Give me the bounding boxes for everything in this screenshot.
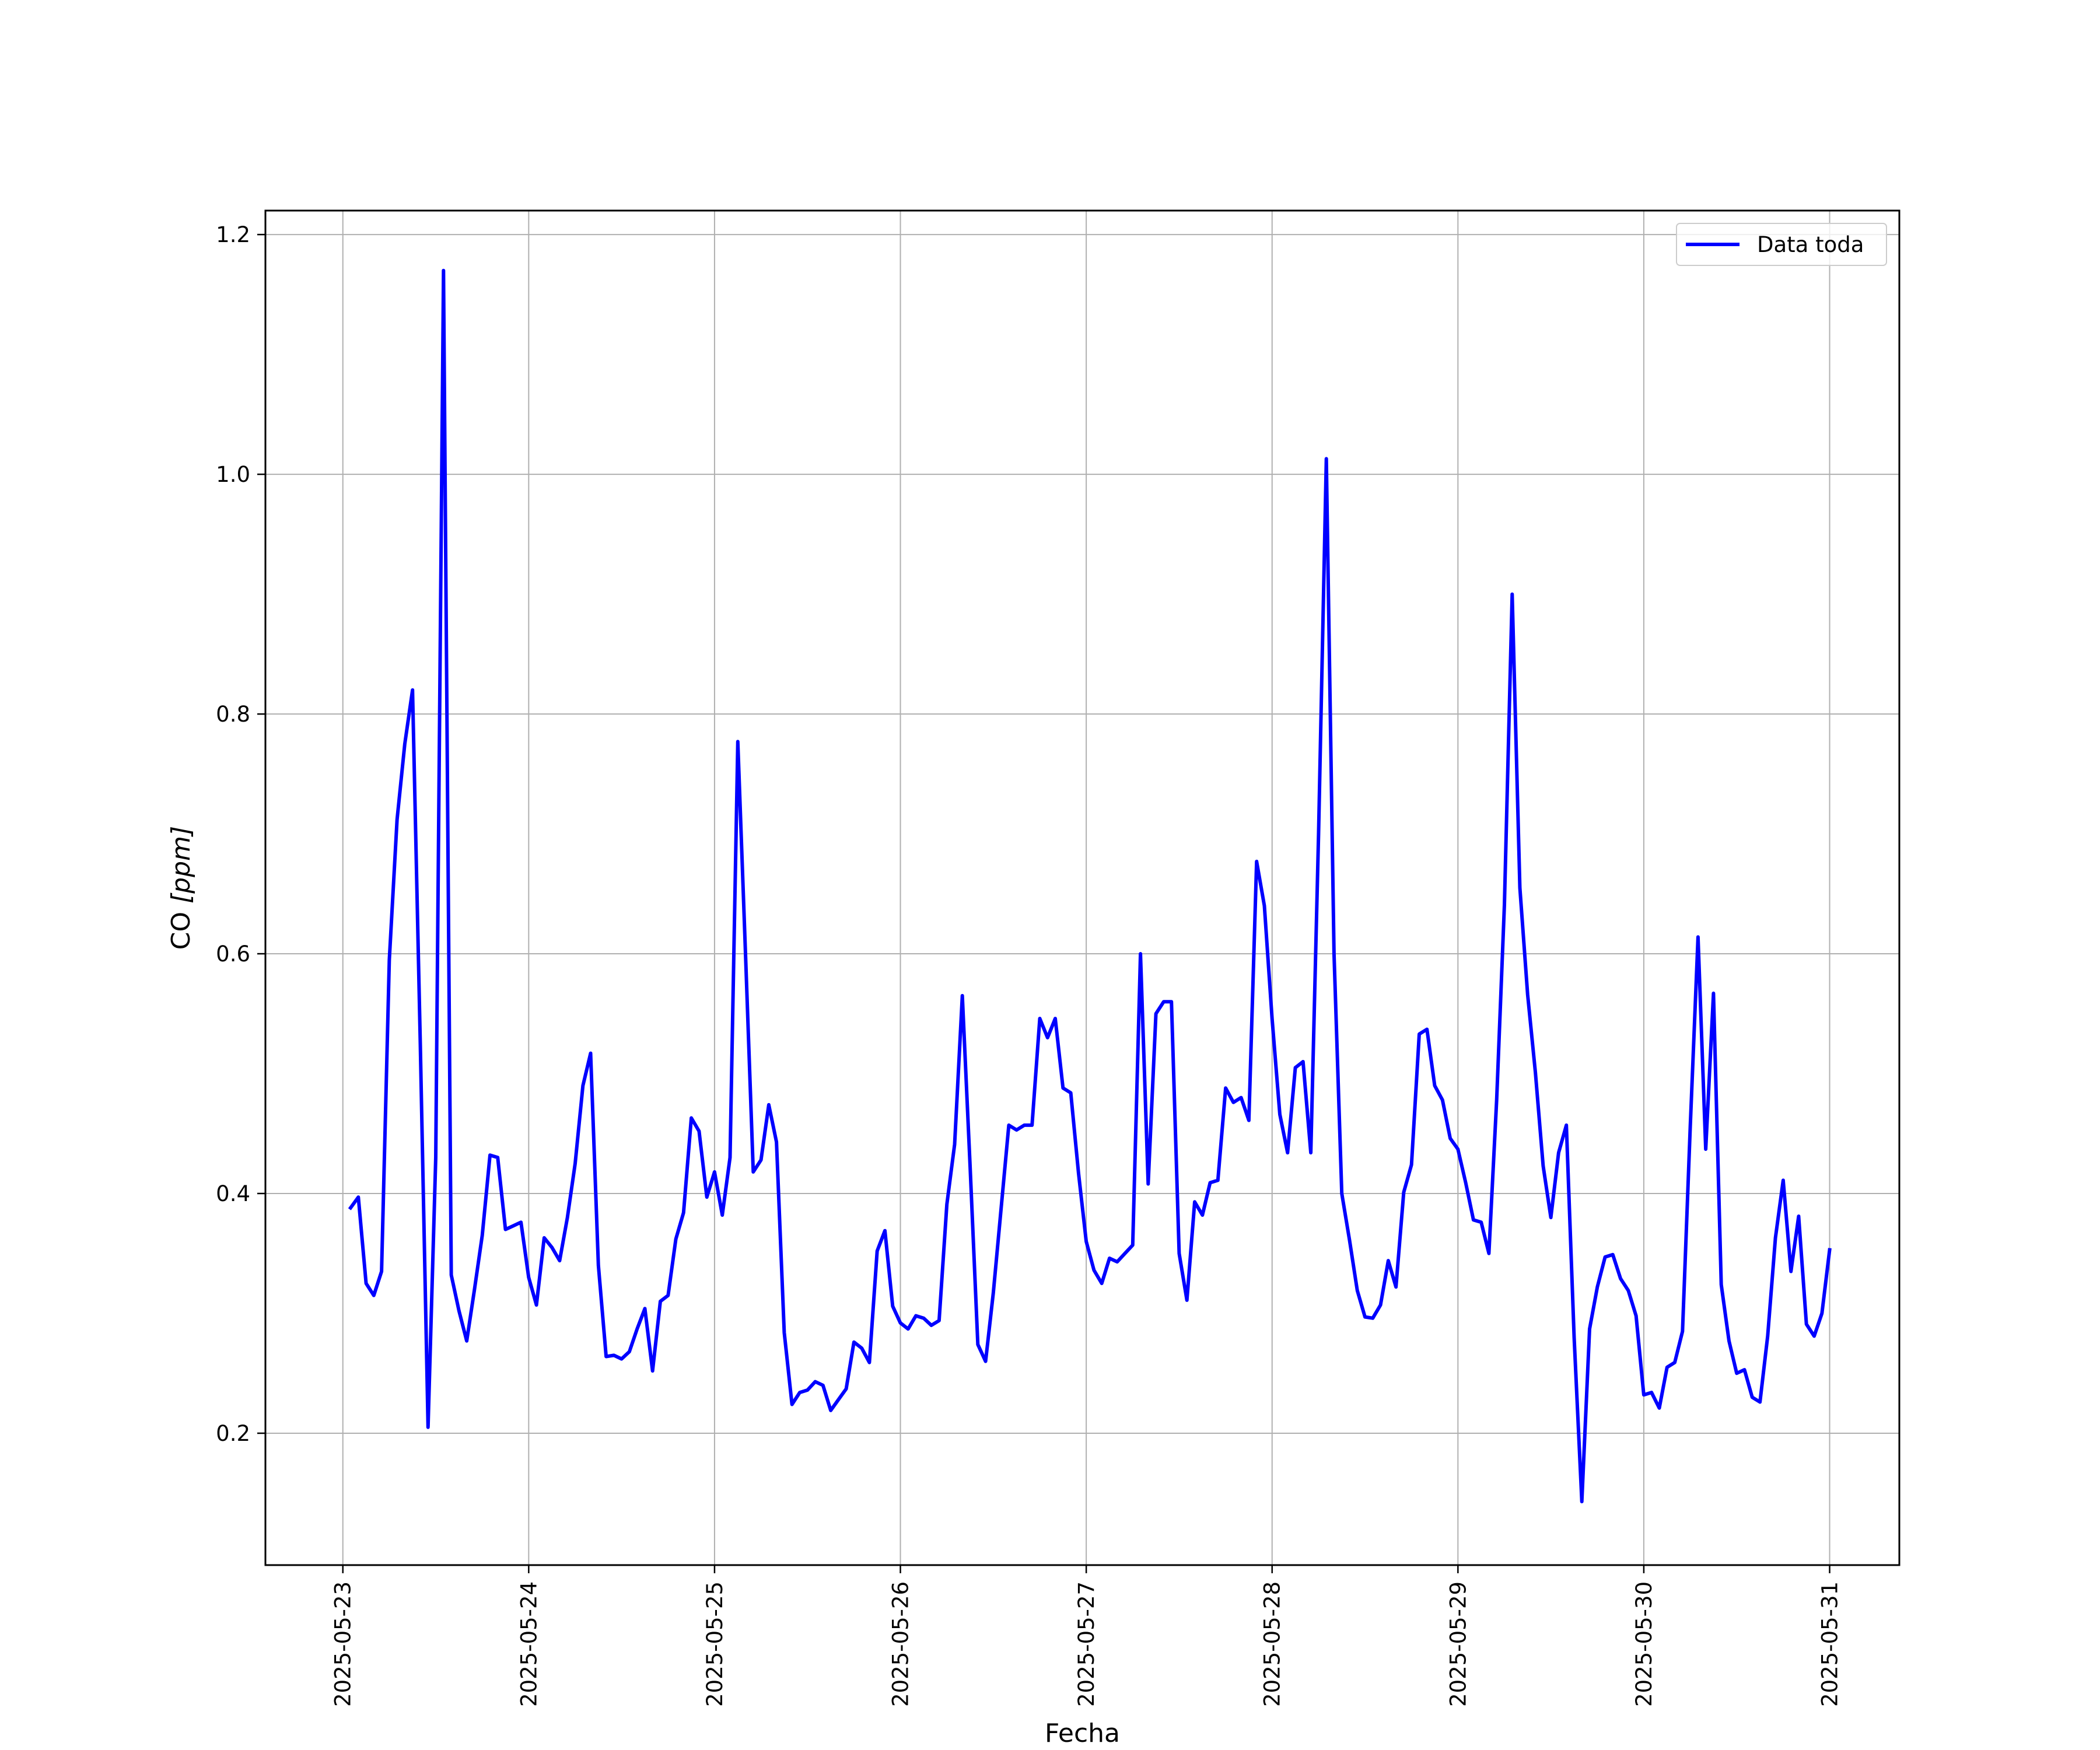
y-axis-title-text: CO [166, 904, 196, 950]
y-tick-label: 0.8 [216, 702, 250, 727]
series-line-data-toda [348, 268, 1832, 1504]
y-tick-label: 0.6 [216, 942, 250, 967]
x-tick-label: 2025-05-29 [1446, 1581, 1471, 1707]
x-tick-label: 2025-05-27 [1074, 1581, 1099, 1707]
y-axis-title-unit: [ppm] [166, 826, 196, 904]
legend-box [1676, 223, 1887, 266]
x-axis-title: Fecha [1045, 1718, 1120, 1748]
legend-label-data-toda: Data toda [1757, 232, 1864, 257]
grid-lines [265, 211, 1899, 1565]
x-axis: 2025-05-23 2025-05-24 2025-05-25 2025-05-26… [331, 1565, 1843, 1707]
x-tick-label: 2025-05-28 [1260, 1581, 1285, 1707]
y-tick-label: 1.2 [216, 222, 250, 247]
legend: Data toda [1676, 223, 1887, 266]
x-tick-label: 2025-05-23 [331, 1581, 356, 1707]
x-tick-label: 2025-05-24 [516, 1581, 541, 1707]
y-tick-label: 1.0 [216, 462, 250, 487]
y-tick-label: 0.4 [216, 1181, 250, 1206]
x-tick-label: 2025-05-31 [1818, 1581, 1843, 1707]
x-tick-label: 2025-05-25 [702, 1581, 727, 1707]
y-axis: 0.2 0.4 0.6 0.8 1.0 1.2 [216, 222, 265, 1446]
x-tick-label: 2025-05-26 [888, 1581, 914, 1707]
y-tick-label: 0.2 [216, 1421, 250, 1446]
x-tick-label: 2025-05-30 [1632, 1581, 1657, 1707]
plot-frame [264, 209, 1901, 1566]
y-axis-title: CO [ppm] [166, 826, 196, 950]
